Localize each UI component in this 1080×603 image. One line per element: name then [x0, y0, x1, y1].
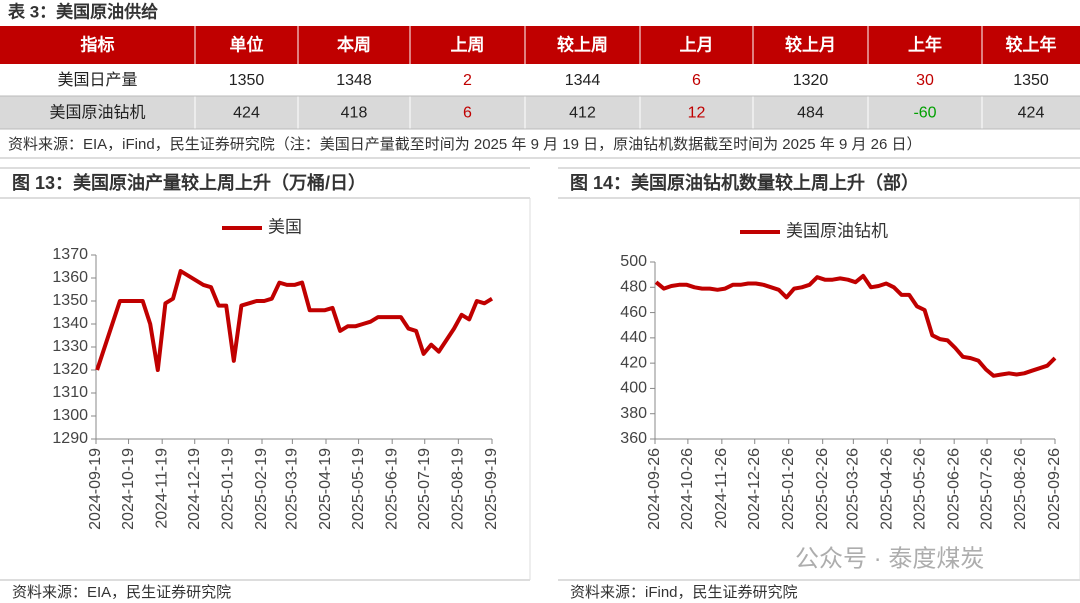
- y-tick-label: 500: [620, 253, 647, 270]
- table-cell: 12: [688, 105, 706, 122]
- table-cell: 30: [916, 72, 934, 89]
- x-tick-label: 2025-09-19: [483, 448, 500, 530]
- table-cell: 424: [1018, 105, 1045, 122]
- x-tick-label: 2024-12-26: [746, 448, 763, 530]
- y-tick-label: 400: [620, 380, 647, 397]
- table-cell: 418: [341, 105, 368, 122]
- y-tick-label: 1340: [52, 315, 88, 332]
- x-tick-label: 2024-10-19: [120, 448, 137, 530]
- y-tick-label: 420: [620, 354, 647, 371]
- legend-label: 美国原油钻机: [786, 221, 888, 240]
- table-cell: 1350: [1013, 72, 1049, 89]
- x-tick-label: 2025-07-19: [416, 448, 433, 530]
- x-tick-label: 2025-05-26: [911, 448, 928, 530]
- table-cell: 424: [233, 105, 260, 122]
- y-tick-label: 1320: [52, 361, 88, 378]
- table-header-cell: 上周: [451, 35, 485, 54]
- y-tick-label: 1350: [52, 292, 88, 309]
- x-tick-label: 2024-10-26: [679, 448, 696, 530]
- table-header-cell: 上年: [908, 34, 942, 54]
- table-cell: 412: [569, 105, 596, 122]
- x-tick-label: 2025-02-26: [814, 448, 831, 530]
- table-cell: 1350: [229, 72, 265, 89]
- x-tick-label: 2025-01-26: [780, 448, 797, 530]
- y-tick-label: 1360: [52, 269, 88, 286]
- table-header-cell: 本周: [337, 34, 371, 54]
- y-tick-label: 1370: [52, 246, 88, 263]
- x-tick-label: 2024-11-26: [713, 448, 730, 529]
- y-tick-label: 460: [620, 304, 647, 321]
- x-tick-label: 2024-09-19: [87, 448, 104, 530]
- table-cell: 6: [463, 105, 472, 122]
- x-tick-label: 2025-03-26: [845, 448, 862, 530]
- table-cell: 484: [797, 105, 824, 122]
- table-cell: 美国原油钻机: [49, 104, 145, 122]
- y-tick-label: 440: [620, 329, 647, 346]
- chart-title: 图 14：美国原油钻机数量较上周上升（部）: [570, 172, 919, 193]
- x-tick-label: 2025-06-26: [945, 448, 962, 530]
- table-header-cell: 指标: [81, 34, 115, 54]
- x-tick-label: 2025-04-26: [879, 448, 896, 530]
- x-tick-label: 2025-04-19: [317, 448, 334, 530]
- table-cell: 1344: [565, 72, 601, 89]
- x-tick-label: 2025-02-19: [253, 448, 270, 530]
- x-tick-label: 2025-08-26: [1012, 448, 1029, 530]
- x-tick-label: 2025-05-19: [350, 448, 367, 530]
- table-title: 表 3：美国原油供给: [8, 1, 158, 21]
- table-cell: 1320: [793, 72, 829, 89]
- source-note: 资料来源：EIA，iFind，民生证券研究院（注：美国日产量截至时间为 2025…: [8, 135, 922, 153]
- x-tick-label: 2025-08-19: [450, 448, 467, 530]
- data-line: [95, 269, 494, 372]
- x-tick-label: 2024-09-26: [646, 448, 663, 530]
- table-cell: -60: [913, 105, 936, 122]
- y-tick-label: 1300: [52, 407, 88, 424]
- y-tick-label: 1330: [52, 338, 88, 355]
- y-tick-label: 360: [620, 430, 647, 447]
- x-tick-label: 2025-09-26: [1046, 448, 1063, 530]
- x-tick-label: 2025-03-19: [284, 448, 301, 530]
- table-header-cell: 单位: [230, 34, 264, 54]
- chart-title: 图 13：美国原油产量较上周上升（万桶/日）: [12, 172, 366, 193]
- chart-source: 资料来源：iFind，民生证券研究院: [570, 583, 798, 601]
- y-tick-label: 1310: [52, 384, 88, 401]
- table-row-bg: [0, 96, 1080, 129]
- y-tick-label: 1290: [52, 430, 88, 447]
- y-tick-label: 480: [620, 279, 647, 296]
- table-header-cell: 较上周: [557, 34, 608, 54]
- table-cell: 美国日产量: [57, 71, 137, 89]
- table-cell: 2: [463, 72, 472, 89]
- x-tick-label: 2024-12-19: [186, 448, 203, 530]
- watermark: 公众号 · 泰度煤炭: [795, 545, 984, 572]
- legend-label: 美国: [268, 217, 302, 236]
- x-tick-label: 2025-01-19: [220, 448, 237, 530]
- table-cell: 1348: [336, 72, 372, 89]
- data-line: [654, 273, 1057, 378]
- table-cell: 6: [692, 72, 701, 89]
- chart-source: 资料来源：EIA，民生证券研究院: [12, 583, 231, 601]
- y-tick-label: 380: [620, 405, 647, 422]
- x-tick-label: 2024-11-19: [153, 448, 170, 529]
- x-tick-label: 2025-06-19: [383, 448, 400, 530]
- table-header-cell: 较上年: [1006, 34, 1057, 54]
- table-header-cell: 较上月: [785, 34, 836, 54]
- table-header-bg: [0, 26, 1080, 64]
- table-header-cell: 上月: [680, 35, 714, 54]
- x-tick-label: 2025-07-26: [978, 448, 995, 530]
